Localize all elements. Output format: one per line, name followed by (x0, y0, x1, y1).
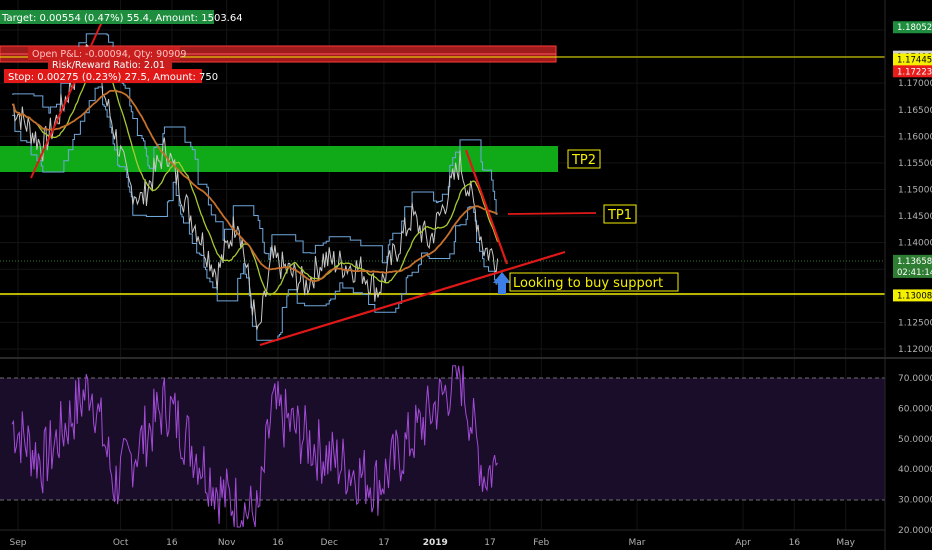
price-badge-label: 1.18052 (897, 23, 932, 33)
price-tick-label: 1.12500 (898, 318, 932, 328)
price-badge-label: 1.17445 (897, 56, 932, 66)
time-tick-label: 16 (272, 538, 284, 548)
early-trendline[interactable] (30, 14, 106, 179)
time-tick-label: Nov (218, 538, 236, 548)
rising-support-trendline[interactable] (259, 250, 566, 347)
rsi-tick-label: 40.0000 (898, 465, 932, 475)
tp2-label: TP2 (571, 153, 596, 168)
slow-moving-average (11, 89, 498, 283)
tp1-pointer-line (507, 212, 597, 215)
rsi-tick-label: 30.0000 (898, 496, 932, 506)
rsi-tick-label: 20.0000 (898, 526, 932, 536)
tp2-zone (0, 146, 558, 172)
target-label: Target: 0.00554 (0.47%) 55.4, Amount: 15… (1, 13, 243, 24)
support-note: Looking to buy support (513, 276, 663, 291)
target-label-box (0, 10, 214, 24)
time-tick-label: Feb (533, 538, 549, 548)
rsi-tick-label: 50.0000 (898, 435, 932, 445)
rsi-series (11, 365, 499, 528)
tp1-label-box (603, 204, 637, 224)
donchian-upper-line (12, 33, 498, 264)
price-badge (893, 53, 932, 66)
price-tick-label: 1.16500 (898, 106, 932, 116)
rsi-axis: 70.0000 60.0000 50.0000 40.0000 30.0000 20.00… (898, 374, 932, 536)
price-badge-label: 1.13008 (897, 291, 932, 301)
price-tick-label: 1.15000 (898, 186, 932, 196)
open-pl-label: Open P&L: -0.00094, Qty: 90909 (32, 49, 186, 60)
stop-label-box (4, 69, 202, 83)
price-badge-label: 1.13658 (897, 257, 932, 267)
time-axis: Sep Oct 16 Nov 16 Dec 17 2019 17 Feb Mar Apr 16 May (10, 538, 856, 548)
time-tick-label: May (836, 538, 855, 548)
up-arrow-icon (493, 272, 511, 294)
time-tick-label: 16 (166, 538, 178, 548)
price-tick-label: 1.16000 (898, 132, 932, 142)
price-badge (893, 65, 932, 78)
price-tick-label: 1.14500 (898, 212, 932, 222)
falling-resistance-trendline[interactable] (464, 149, 509, 265)
time-tick-label: Dec (321, 538, 338, 548)
risk-reward-label: Risk/Reward Ratio: 2.01 (52, 60, 165, 71)
time-tick-label: 17 (484, 538, 495, 548)
price-tick-label: 1.14000 (898, 239, 932, 249)
open-pl-label-box (28, 47, 180, 60)
stop-label: Stop: 0.00275 (0.23%) 27.5, Amount: 750 (8, 72, 218, 83)
price-badges: 1.180521.174981.174451.172231.1365802:41… (893, 21, 932, 302)
time-tick-label: 16 (789, 538, 801, 548)
time-tick-label: Apr (735, 538, 751, 548)
price-badge (893, 21, 932, 34)
time-tick-label: Oct (113, 538, 129, 548)
time-tick-label: 17 (378, 538, 389, 548)
support-note-box (509, 272, 679, 292)
price-badge-label: 1.17223 (897, 67, 932, 77)
time-tick-label: 2019 (423, 538, 448, 548)
rsi-tick-label: 60.0000 (898, 404, 932, 414)
time-tick-label: Mar (629, 538, 646, 548)
tp1-label: TP1 (607, 208, 632, 223)
price-tick-label: 1.15500 (898, 159, 932, 169)
price-tick-label: 1.12000 (898, 345, 932, 355)
price-badge (893, 254, 932, 267)
rsi-tick-label: 70.0000 (898, 374, 932, 384)
price-badge (893, 289, 932, 302)
price-badge (893, 265, 932, 278)
price-badge-label: 02:41:14 (897, 268, 932, 278)
risk-reward-label-box (48, 59, 172, 71)
price-tick-label: 1.17000 (898, 79, 932, 89)
time-tick-label: Sep (10, 538, 27, 548)
tp2-label-box (567, 149, 601, 169)
